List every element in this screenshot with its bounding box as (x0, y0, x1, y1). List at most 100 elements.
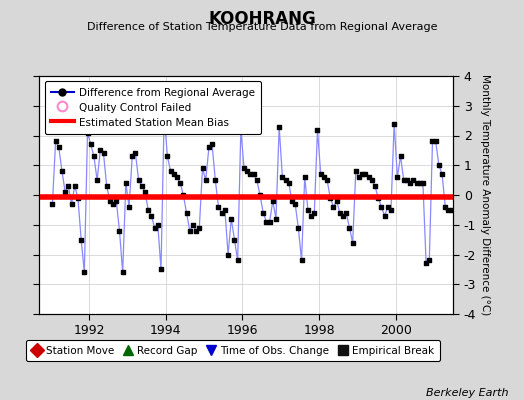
Point (345, 224, 354, 231)
Point (301, 174, 309, 180)
Text: Berkeley Earth: Berkeley Earth (426, 388, 508, 398)
Point (406, 180, 414, 186)
Point (297, 257, 305, 264)
Point (64, 183, 72, 189)
Point (217, 210, 226, 216)
Point (253, 177, 261, 183)
Y-axis label: Monthly Temperature Anomaly Difference (°C): Monthly Temperature Anomaly Difference (… (480, 74, 490, 316)
Point (176, 180, 184, 186)
Point (447, 207, 456, 213)
Point (128, 153, 136, 160)
Point (182, 210, 191, 216)
Point (390, 120, 398, 127)
Point (256, 192, 264, 198)
Point (403, 177, 411, 183)
Point (425, 257, 433, 264)
Point (131, 150, 139, 156)
Point (419, 180, 427, 186)
Point (74, 195, 82, 201)
Point (332, 198, 341, 204)
Point (224, 251, 232, 258)
Point (281, 177, 290, 183)
Point (100, 150, 108, 156)
Point (265, 218, 274, 225)
Point (368, 177, 376, 183)
Point (208, 141, 216, 148)
Point (160, 112, 168, 118)
Point (431, 138, 440, 145)
Point (422, 260, 430, 267)
Point (163, 153, 171, 160)
Legend: Station Move, Record Gap, Time of Obs. Change, Empirical Break: Station Move, Record Gap, Time of Obs. C… (26, 340, 440, 361)
Point (179, 192, 188, 198)
Point (316, 171, 325, 177)
Point (83, 129, 92, 136)
Point (412, 180, 421, 186)
Point (195, 224, 203, 231)
Point (393, 174, 401, 180)
Point (192, 228, 200, 234)
Point (364, 174, 373, 180)
Point (144, 207, 152, 213)
Point (240, 165, 248, 172)
Point (61, 189, 69, 195)
Point (323, 177, 331, 183)
Point (115, 228, 124, 234)
Point (313, 126, 322, 133)
Point (90, 153, 98, 160)
Point (399, 177, 408, 183)
Point (336, 210, 344, 216)
Point (112, 198, 121, 204)
Point (348, 239, 357, 246)
Point (288, 198, 296, 204)
Point (157, 266, 165, 272)
Point (237, 126, 245, 133)
Point (135, 177, 143, 183)
Point (173, 174, 181, 180)
Point (361, 171, 369, 177)
Point (291, 201, 299, 207)
Point (185, 228, 194, 234)
Point (435, 162, 443, 168)
Point (441, 204, 450, 210)
Point (358, 171, 366, 177)
Point (339, 213, 347, 219)
Legend: Difference from Regional Average, Quality Control Failed, Estimated Station Mean: Difference from Regional Average, Qualit… (45, 81, 261, 134)
Point (51, 138, 60, 145)
Point (326, 195, 334, 201)
Point (380, 213, 389, 219)
Text: KOOHRANG: KOOHRANG (208, 10, 316, 28)
Point (202, 177, 210, 183)
Text: Difference of Station Temperature Data from Regional Average: Difference of Station Temperature Data f… (87, 22, 437, 32)
Point (211, 177, 220, 183)
Point (221, 207, 229, 213)
Point (243, 168, 252, 174)
Point (377, 204, 386, 210)
Point (189, 222, 197, 228)
Point (80, 269, 89, 276)
Point (122, 180, 130, 186)
Point (234, 257, 242, 264)
Point (103, 183, 111, 189)
Point (428, 138, 436, 145)
Point (77, 236, 85, 243)
Point (352, 168, 360, 174)
Point (262, 218, 270, 225)
Point (141, 189, 149, 195)
Point (371, 183, 379, 189)
Point (310, 210, 319, 216)
Point (285, 180, 293, 186)
Point (118, 269, 127, 276)
Point (214, 204, 223, 210)
Point (227, 216, 235, 222)
Point (387, 207, 395, 213)
Point (278, 174, 287, 180)
Point (150, 224, 159, 231)
Point (444, 207, 453, 213)
Point (71, 183, 79, 189)
Point (304, 207, 312, 213)
Point (68, 201, 76, 207)
Point (249, 171, 258, 177)
Point (198, 165, 206, 172)
Point (329, 204, 337, 210)
